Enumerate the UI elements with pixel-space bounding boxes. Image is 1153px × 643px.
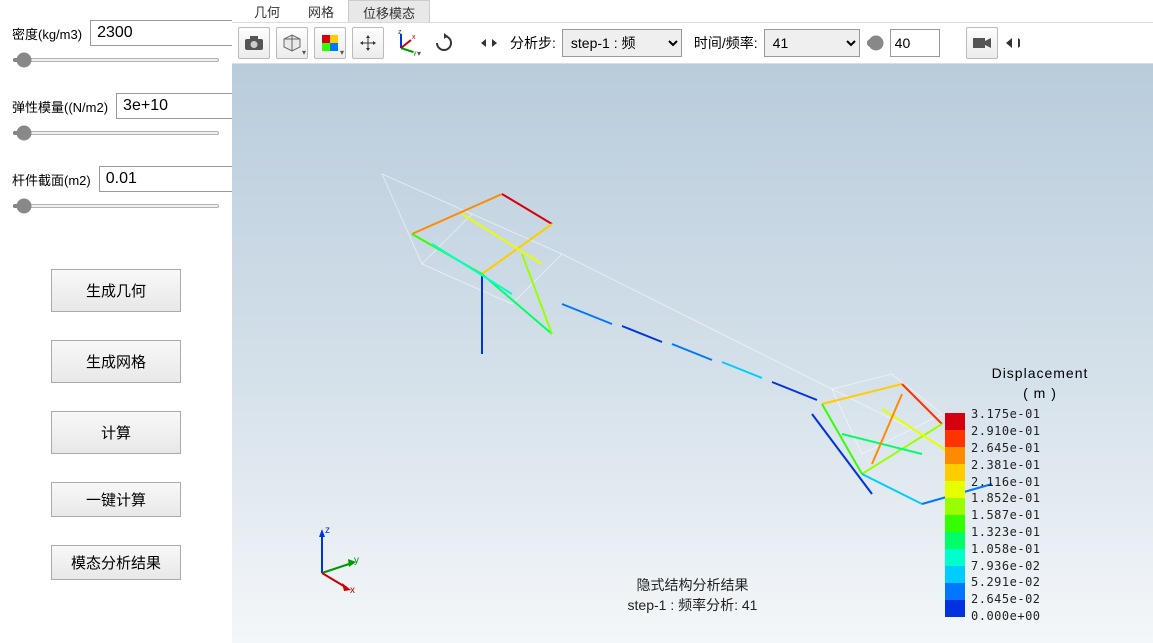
main-area: 几何 网格 位移模态 ▾ ▾ zyx ▾ — [232, 0, 1153, 643]
tab-displacement[interactable]: 位移模态 — [348, 0, 430, 22]
legend-value: 3.175e-01 — [971, 407, 1041, 421]
move-button[interactable] — [352, 27, 384, 59]
step-select[interactable]: step-1 : 频 — [562, 29, 682, 57]
legend-value: 2.645e-01 — [971, 441, 1041, 455]
legend-swatch — [945, 498, 965, 515]
legend-value: 7.936e-02 — [971, 559, 1041, 573]
density-slider[interactable] — [12, 58, 220, 62]
generate-geometry-button[interactable]: 生成几何 — [51, 269, 181, 312]
color-legend: Displacement ( m ) 3.175e-01 2.910e-01 2.6… — [945, 364, 1135, 623]
modulus-label: 弹性模量((N/m2) — [12, 97, 108, 116]
legend-swatch — [945, 515, 965, 532]
legend-swatch — [945, 532, 965, 549]
arrows-h-icon — [480, 34, 498, 52]
step-label: 分析步: — [510, 33, 556, 53]
result-sub: step-1 : 频率分析: 41 — [628, 595, 758, 615]
palette-button[interactable]: ▾ — [314, 27, 346, 59]
frame-mini-slider[interactable] — [866, 35, 884, 51]
section-slider[interactable] — [12, 204, 220, 208]
wireframe-plot — [302, 154, 1022, 584]
generate-mesh-button[interactable]: 生成网格 — [51, 340, 181, 383]
compute-button[interactable]: 计算 — [51, 411, 181, 454]
expand-icon[interactable] — [1004, 34, 1020, 52]
refresh-button[interactable] — [428, 27, 460, 59]
legend-swatch — [945, 464, 965, 481]
camera-icon — [244, 35, 264, 51]
legend-unit: ( m ) — [945, 384, 1135, 404]
result-caption: 隐式结构分析结果 step-1 : 频率分析: 41 — [628, 575, 758, 615]
frame-number-input[interactable] — [890, 29, 940, 57]
legend-value: 1.323e-01 — [971, 525, 1041, 539]
video-icon — [972, 36, 992, 50]
svg-text:z: z — [325, 525, 330, 536]
modulus-slider[interactable] — [12, 131, 220, 135]
param-section: 杆件截面(m2) — [12, 166, 220, 211]
cube-icon — [282, 33, 302, 53]
sidebar: 密度(kg/m3) 弹性模量((N/m2) 杆件截面(m2) 生成几何 生成网格… — [0, 0, 232, 643]
legend-swatch — [945, 447, 965, 464]
svg-text:x: x — [412, 34, 416, 41]
legend-value: 2.116e-01 — [971, 475, 1041, 489]
legend-swatch — [945, 430, 965, 447]
axes-toggle-button[interactable]: zyx ▾ — [390, 27, 422, 59]
time-select[interactable]: 41 — [764, 29, 860, 57]
refresh-icon — [433, 32, 455, 54]
legend-value: 2.381e-01 — [971, 458, 1041, 472]
viewport-3d[interactable]: z y x 隐式结构分析结果 step-1 : 频率分析: 41 Displac… — [232, 64, 1153, 643]
record-button[interactable] — [966, 27, 998, 59]
axes-icon: zyx — [393, 30, 419, 56]
legend-swatch — [945, 549, 965, 566]
move-icon — [358, 33, 378, 53]
svg-text:x: x — [350, 585, 355, 593]
legend-swatch — [945, 566, 965, 583]
svg-text:z: z — [398, 30, 402, 36]
palette-icon — [320, 33, 340, 53]
cube-view-button[interactable]: ▾ — [276, 27, 308, 59]
legend-value: 0.000e+00 — [971, 609, 1041, 623]
tab-geometry[interactable]: 几何 — [240, 0, 294, 22]
camera-button[interactable] — [238, 27, 270, 59]
legend-value: 1.058e-01 — [971, 542, 1041, 556]
result-title: 隐式结构分析结果 — [628, 575, 758, 595]
legend-bar — [945, 413, 965, 617]
legend-value: 2.645e-02 — [971, 592, 1041, 606]
density-label: 密度(kg/m3) — [12, 24, 82, 43]
one-click-compute-button[interactable]: 一键计算 — [51, 482, 181, 517]
toolbar: ▾ ▾ zyx ▾ 分析步: step-1 : 频 时间/频率: — [232, 22, 1153, 64]
axis-gizmo: z y x — [302, 523, 372, 593]
legend-value: 2.910e-01 — [971, 424, 1041, 438]
section-label: 杆件截面(m2) — [12, 170, 91, 189]
tab-mesh[interactable]: 网格 — [294, 0, 348, 22]
svg-text:y: y — [354, 555, 359, 566]
legend-swatch — [945, 413, 965, 430]
time-label: 时间/频率: — [694, 33, 758, 53]
legend-title: Displacement — [945, 364, 1135, 384]
legend-labels: 3.175e-01 2.910e-01 2.645e-01 2.381e-01 2.11… — [965, 407, 1041, 623]
legend-swatch — [945, 600, 965, 617]
view-tabs: 几何 网格 位移模态 — [232, 0, 1153, 22]
param-density: 密度(kg/m3) — [12, 20, 220, 65]
legend-value: 1.852e-01 — [971, 491, 1041, 505]
legend-swatch — [945, 481, 965, 498]
legend-value: 5.291e-02 — [971, 575, 1041, 589]
param-modulus: 弹性模量((N/m2) — [12, 93, 220, 138]
legend-swatch — [945, 583, 965, 600]
modal-result-button[interactable]: 模态分析结果 — [51, 545, 181, 580]
legend-value: 1.587e-01 — [971, 508, 1041, 522]
